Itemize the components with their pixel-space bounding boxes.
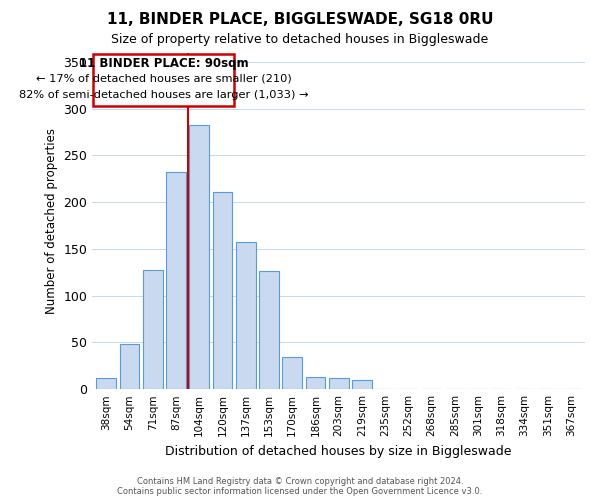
Text: ← 17% of detached houses are smaller (210): ← 17% of detached houses are smaller (21… <box>36 74 292 84</box>
Bar <box>190 124 209 389</box>
Bar <box>352 380 372 389</box>
Bar <box>143 270 163 389</box>
Y-axis label: Number of detached properties: Number of detached properties <box>45 128 58 314</box>
Bar <box>329 378 349 389</box>
X-axis label: Distribution of detached houses by size in Biggleswade: Distribution of detached houses by size … <box>166 444 512 458</box>
Text: Contains HM Land Registry data © Crown copyright and database right 2024.: Contains HM Land Registry data © Crown c… <box>137 477 463 486</box>
Bar <box>97 378 116 389</box>
FancyBboxPatch shape <box>94 54 234 106</box>
Text: 11 BINDER PLACE: 90sqm: 11 BINDER PLACE: 90sqm <box>79 57 248 70</box>
Text: Contains public sector information licensed under the Open Government Licence v3: Contains public sector information licen… <box>118 487 482 496</box>
Bar <box>119 344 139 389</box>
Bar <box>305 377 325 389</box>
Bar <box>166 172 186 389</box>
Bar <box>236 242 256 389</box>
Text: 82% of semi-detached houses are larger (1,033) →: 82% of semi-detached houses are larger (… <box>19 90 308 100</box>
Bar <box>259 272 279 389</box>
Bar <box>282 358 302 389</box>
Text: 11, BINDER PLACE, BIGGLESWADE, SG18 0RU: 11, BINDER PLACE, BIGGLESWADE, SG18 0RU <box>107 12 493 28</box>
Bar <box>212 192 232 389</box>
Text: Size of property relative to detached houses in Biggleswade: Size of property relative to detached ho… <box>112 32 488 46</box>
